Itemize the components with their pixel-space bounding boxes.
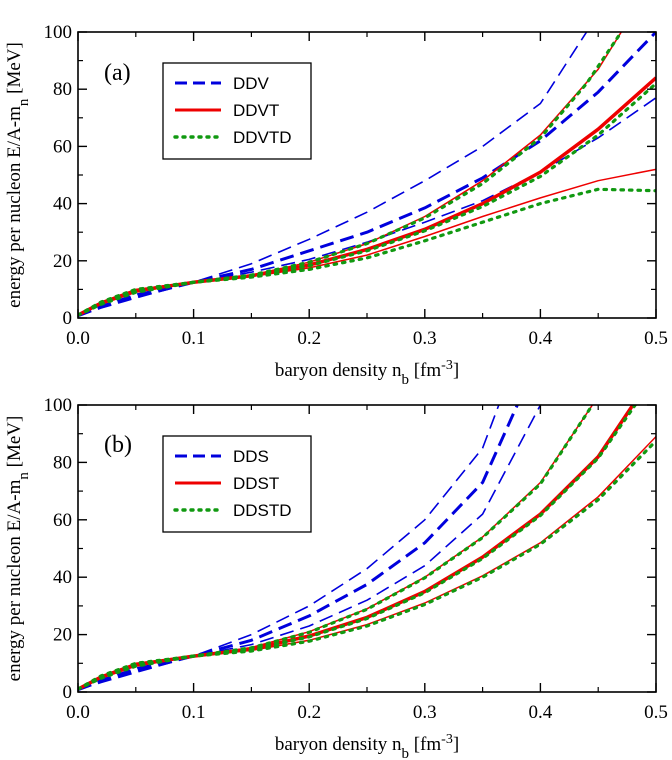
panel-a: 0.0 0.1 0.2 0.3 0.4 0.5 0 20 40 60 80 100 baryon den…: [4, 22, 668, 388]
y-tick-label: 0: [63, 682, 73, 703]
legend-label-ddvtd: DDVTD: [233, 128, 292, 147]
series-line-ddv-2: [78, 97, 656, 317]
y-axis-title: energy per nucleon E/A-mn [MeV]: [4, 42, 32, 308]
x-tick-label: 0.3: [413, 702, 437, 723]
series-line-dds-2: [78, 405, 542, 691]
series-line-dds-1: [78, 405, 519, 692]
x-axis-title: baryon density nb [fm-3]: [275, 732, 459, 760]
x-tick-label: 0.2: [297, 328, 321, 349]
y-tick-label: 100: [44, 395, 73, 416]
x-axis-title: baryon density nb [fm-3]: [275, 358, 459, 389]
series-line-ddv-0: [78, 32, 588, 317]
x-tick-label: 0.0: [66, 328, 90, 349]
legend-label-ddvt: DDVT: [233, 101, 279, 120]
y-tick-label: 80: [53, 452, 72, 473]
y-tick-label: 40: [53, 194, 72, 215]
y-tick-label: 60: [53, 136, 72, 157]
series-line-ddvt-4: [78, 76, 656, 317]
x-tick-label: 0.4: [529, 328, 553, 349]
panel-label: (b): [104, 432, 132, 458]
legend-label-ddv: DDV: [233, 74, 270, 93]
y-tick-label: 20: [53, 251, 72, 272]
series-line-ddv-1: [78, 32, 656, 318]
series-line-ddvtd-8: [78, 187, 656, 317]
x-tick-label: 0.2: [297, 702, 321, 723]
legend-label-dds: DDS: [233, 447, 269, 466]
x-tick-label: 0.1: [182, 328, 206, 349]
x-tick-label: 0.5: [644, 702, 668, 723]
series-line-ddstd-7: [78, 405, 637, 691]
y-axis-title: energy per nucleon E/A-mn [MeV]: [4, 416, 32, 682]
series-line-ddstd-6: [78, 405, 595, 691]
y-tick-label: 100: [44, 22, 73, 43]
x-tick-label: 0.0: [66, 702, 90, 723]
legend-label-ddstd: DDSTD: [233, 501, 292, 520]
y-tick-label: 60: [53, 510, 72, 531]
y-tick-label: 40: [53, 567, 72, 588]
legend-label-ddst: DDST: [233, 474, 279, 493]
series-line-ddvt-5: [78, 168, 656, 316]
legend: DDS DDST DDSTD: [162, 435, 312, 533]
series-line-dds-0: [78, 405, 500, 691]
series-group: [78, 32, 656, 318]
series-line-ddst-4: [78, 405, 635, 691]
panel-label: (a): [104, 60, 131, 86]
legend: DDV DDVT DDVTD: [162, 62, 312, 160]
x-tick-label: 0.5: [644, 328, 668, 349]
x-tick-label: 0.4: [529, 702, 553, 723]
series-line-ddstd-8: [78, 439, 656, 691]
x-tick-label: 0.1: [182, 702, 206, 723]
series-line-ddst-3: [78, 405, 594, 690]
panel-b: 0.0 0.1 0.2 0.3 0.4 0.5 0 20 40 60 80 100 baryon den…: [4, 395, 668, 760]
y-tick-label: 0: [63, 308, 73, 329]
x-tick-label: 0.3: [413, 328, 437, 349]
series-group: [78, 405, 656, 692]
y-tick-label: 20: [53, 625, 72, 646]
y-tick-label: 80: [53, 79, 72, 100]
